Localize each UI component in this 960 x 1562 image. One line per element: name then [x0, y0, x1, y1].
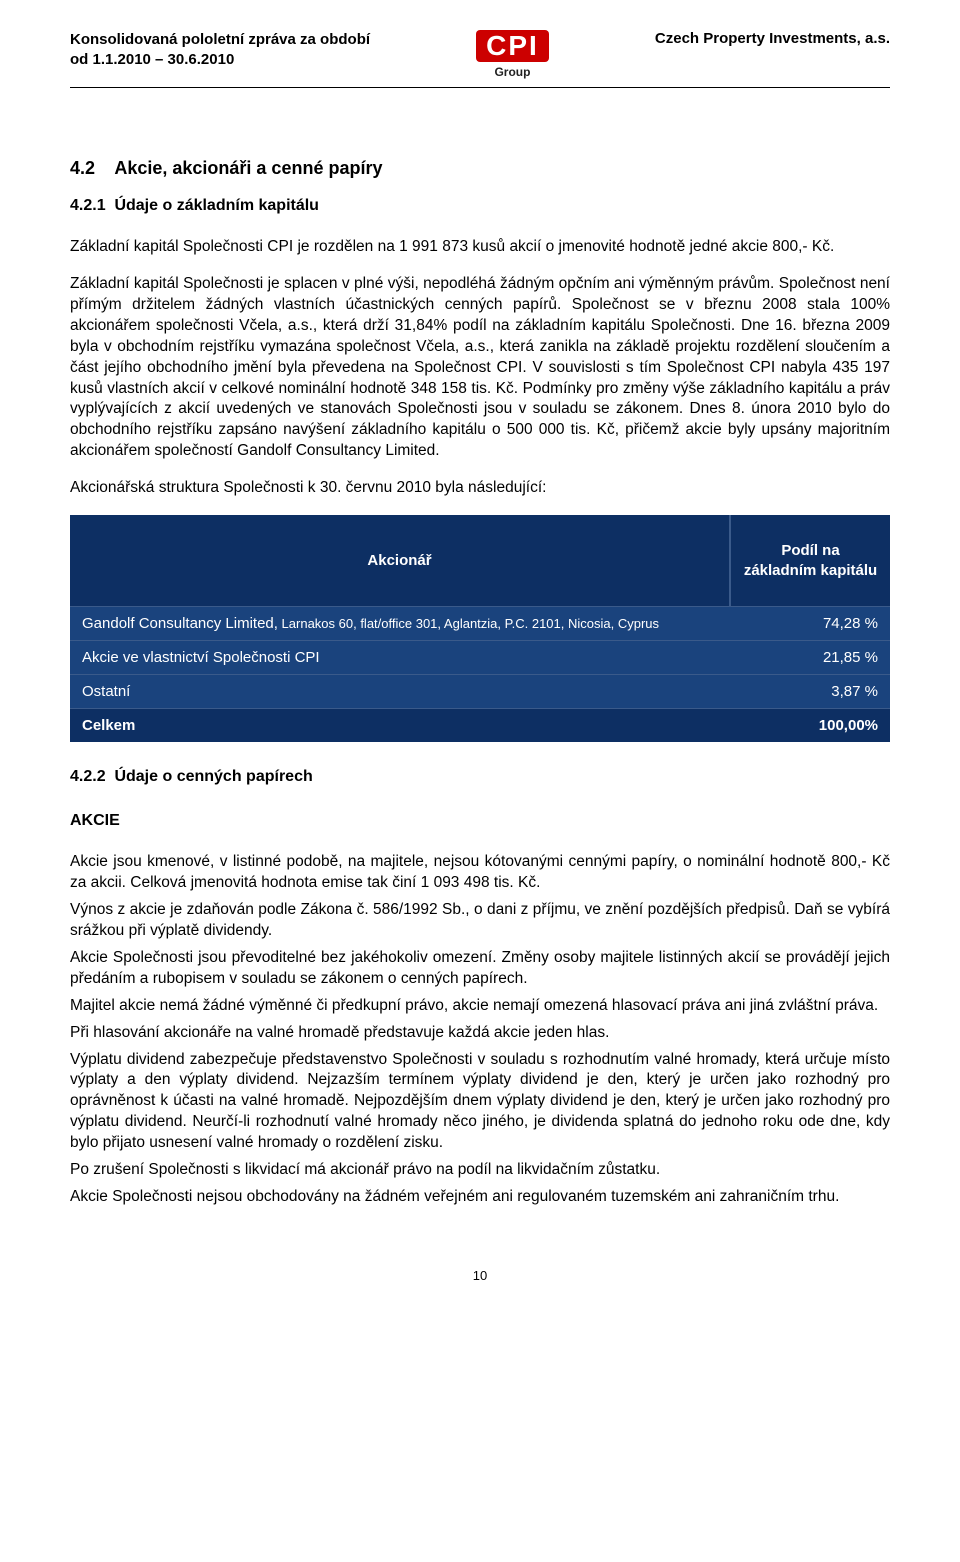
subsection-num: 4.2.1: [70, 197, 110, 215]
header-company: Czech Property Investments, a.s.: [655, 30, 890, 47]
logo-subtext: Group: [476, 65, 549, 79]
header-report-title: Konsolidovaná pololetní zpráva za období: [70, 30, 370, 50]
table-cell-label: Ostatní: [70, 675, 730, 709]
table-header-shareholder: Akcionář: [70, 515, 730, 607]
paragraph-shareholder-intro: Akcionářská struktura Společnosti k 30. …: [70, 478, 890, 499]
table-row: Gandolf Consultancy Limited, Larnakos 60…: [70, 607, 890, 641]
page-number: 10: [70, 1268, 890, 1283]
paragraph-transfer: Akcie Společnosti jsou převoditelné bez …: [70, 948, 890, 990]
table-row-total: Celkem 100,00%: [70, 709, 890, 743]
header-logo: CPI Group: [476, 30, 549, 81]
paragraph-rights: Majitel akcie nemá žádné výměnné či před…: [70, 996, 890, 1017]
section-4-2-heading: 4.2 Akcie, akcionáři a cenné papíry: [70, 158, 890, 179]
page-header: Konsolidovaná pololetní zpráva za období…: [70, 30, 890, 88]
table-total-label: Celkem: [70, 709, 730, 743]
paragraph-capital-split: Základní kapitál Společnosti CPI je rozd…: [70, 237, 890, 258]
table-cell-value: 74,28 %: [730, 607, 890, 641]
paragraph-tax: Výnos z akcie je zdaňován podle Zákona č…: [70, 900, 890, 942]
paragraph-voting: Při hlasování akcionáře na valné hromadě…: [70, 1023, 890, 1044]
paragraph-capital-details: Základní kapitál Společnosti je splacen …: [70, 274, 890, 462]
table-cell-label: Akcie ve vlastnictví Společnosti CPI: [70, 641, 730, 675]
header-left: Konsolidovaná pololetní zpráva za období…: [70, 30, 370, 71]
table-cell-value: 21,85 %: [730, 641, 890, 675]
table-row: Ostatní 3,87 %: [70, 675, 890, 709]
table-cell-value: 3,87 %: [730, 675, 890, 709]
subsection-num: 4.2.2: [70, 768, 110, 786]
section-4-2-2-heading: 4.2.2 Údaje o cenných papírech: [70, 768, 890, 786]
section-num: 4.2: [70, 158, 110, 179]
akcie-heading: AKCIE: [70, 812, 890, 830]
table-total-value: 100,00%: [730, 709, 890, 743]
paragraph-shares-form: Akcie jsou kmenové, v listinné podobě, n…: [70, 852, 890, 894]
table-row: Akcie ve vlastnictví Společnosti CPI 21,…: [70, 641, 890, 675]
shareholder-table: Akcionář Podíl na základním kapitálu Gan…: [70, 515, 890, 742]
subsection-title: Údaje o cenných papírech: [114, 768, 312, 785]
section-4-2-1-heading: 4.2.1 Údaje o základním kapitálu: [70, 197, 890, 215]
header-period: od 1.1.2010 – 30.6.2010: [70, 50, 370, 70]
logo-text: CPI: [476, 30, 549, 62]
table-cell-label: Gandolf Consultancy Limited, Larnakos 60…: [70, 607, 730, 641]
paragraph-liquidation: Po zrušení Společnosti s likvidací má ak…: [70, 1160, 890, 1181]
table-header-share: Podíl na základním kapitálu: [730, 515, 890, 607]
paragraph-dividends: Výplatu dividend zabezpečuje představens…: [70, 1050, 890, 1155]
subsection-title: Údaje o základním kapitálu: [114, 197, 319, 214]
paragraph-not-traded: Akcie Společnosti nejsou obchodovány na …: [70, 1187, 890, 1208]
section-title: Akcie, akcionáři a cenné papíry: [114, 158, 382, 178]
